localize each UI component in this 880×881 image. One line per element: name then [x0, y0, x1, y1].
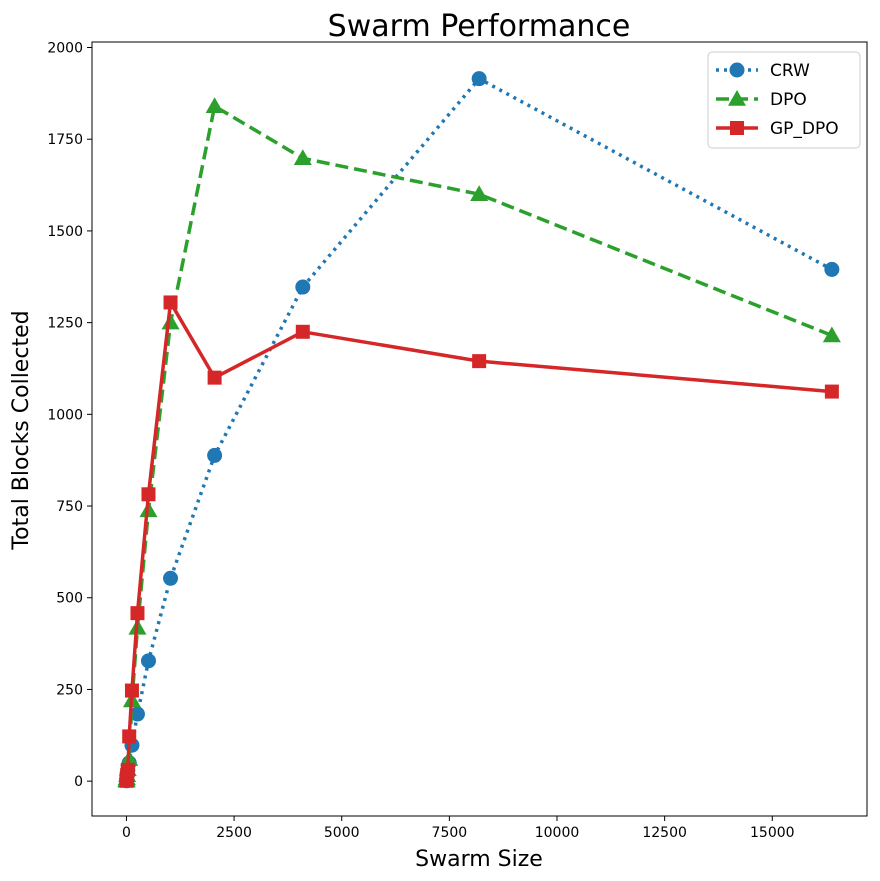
legend: CRW DPO GP_DPO [707, 51, 861, 149]
series-gp-dpo [119, 295, 839, 788]
x-tick-label: 7500 [432, 825, 468, 841]
legend-item: CRW [716, 61, 810, 81]
data-point [122, 729, 137, 744]
legend-marker [729, 62, 745, 78]
data-point [205, 97, 224, 113]
legend-item: DPO [716, 90, 807, 110]
data-point [295, 324, 310, 339]
legend-box [707, 51, 861, 149]
legend-label: GP_DPO [770, 119, 839, 139]
data-point [822, 326, 841, 343]
x-tick-label: 0 [122, 825, 131, 841]
y-axis-label: Total Blocks Collected [9, 310, 34, 550]
series-line [124, 300, 833, 783]
data-point [472, 354, 487, 369]
data-point [161, 313, 180, 330]
data-point [470, 185, 489, 201]
data-point [163, 570, 179, 586]
series-layer [117, 71, 841, 789]
y-tick-label: 250 [56, 682, 83, 698]
legend-item: GP_DPO [716, 119, 839, 139]
x-axis-label: Swarm Size [415, 847, 543, 872]
legend-marker [730, 121, 744, 135]
data-point [207, 447, 223, 463]
y-tick-label: 1250 [47, 316, 83, 332]
data-point [293, 149, 312, 166]
legend-marker [728, 90, 746, 106]
data-point [824, 261, 840, 277]
y-tick-label: 2000 [47, 41, 83, 57]
y-tick-label: 750 [56, 499, 83, 515]
data-point [207, 370, 222, 385]
y-tick-label: 0 [74, 774, 83, 790]
data-point [120, 762, 135, 777]
x-tick-label: 10000 [535, 825, 580, 841]
data-point [130, 606, 145, 621]
x-axis: 0 2500 5000 7500 10000 12500 15000 [122, 816, 795, 841]
x-tick-label: 2500 [216, 825, 252, 841]
chart-title: Swarm Performance [328, 9, 631, 44]
data-point [124, 683, 139, 698]
y-tick-label: 1000 [47, 407, 83, 423]
y-tick-label: 1750 [47, 132, 83, 148]
legend-label: CRW [770, 61, 810, 81]
y-axis: 0 250 500 750 1000 1250 1500 1750 2000 [47, 41, 92, 790]
series-line [124, 76, 833, 783]
plot-frame [91, 41, 868, 817]
series-dpo [117, 97, 841, 788]
legend-label: DPO [770, 90, 807, 110]
x-tick-label: 15000 [750, 825, 795, 841]
data-point [141, 487, 156, 502]
x-tick-label: 5000 [324, 825, 360, 841]
data-point [163, 295, 178, 310]
series-line [124, 104, 833, 783]
data-point [824, 384, 839, 399]
x-tick-label: 12500 [642, 825, 687, 841]
series-crw [118, 71, 840, 789]
data-point [295, 279, 311, 295]
y-tick-label: 1500 [47, 224, 83, 240]
y-tick-label: 500 [56, 591, 83, 607]
data-point [129, 706, 145, 722]
data-point [140, 653, 156, 669]
data-point [471, 71, 487, 87]
